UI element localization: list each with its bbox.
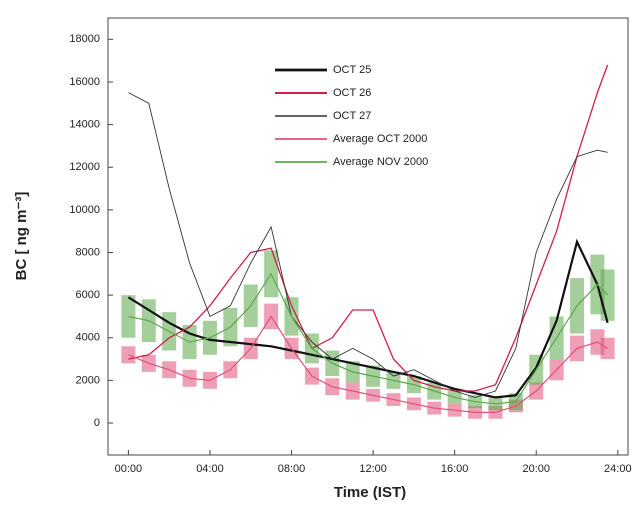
- x-tick-label: 24:00: [604, 463, 632, 475]
- y-tick-label: 14000: [69, 118, 100, 130]
- y-tick-label: 6000: [76, 289, 100, 301]
- y-axis-title: BC [ ng m⁻³]: [13, 192, 30, 281]
- legend-label: Average OCT 2000: [333, 133, 427, 145]
- x-tick-label: 20:00: [522, 463, 550, 475]
- x-tick-label: 04:00: [196, 463, 224, 475]
- series-line: [128, 92, 608, 398]
- y-tick-label: 18000: [69, 33, 100, 45]
- legend-label: Average NOV 2000: [333, 156, 428, 168]
- legend-label: OCT 25: [333, 64, 371, 76]
- series-line: [128, 64, 609, 392]
- y-tick-label: 16000: [69, 76, 100, 88]
- y-tick-label: 0: [94, 417, 100, 429]
- legend-label: OCT 26: [333, 87, 371, 99]
- x-axis-title: Time (IST): [334, 484, 406, 501]
- series-line: [127, 238, 609, 399]
- x-tick-label: 00:00: [115, 463, 143, 475]
- y-tick-label: 10000: [69, 204, 100, 216]
- x-tick-label: 16:00: [441, 463, 469, 475]
- y-tick-label: 2000: [76, 374, 100, 386]
- y-tick-label: 12000: [69, 161, 100, 173]
- x-tick-label: 08:00: [278, 463, 306, 475]
- y-tick-label: 8000: [76, 246, 100, 258]
- y-tick-label: 4000: [76, 332, 100, 344]
- plot-frame: [107, 17, 629, 456]
- legend-label: OCT 27: [333, 110, 371, 122]
- series-line: [128, 272, 609, 405]
- series-line: [128, 315, 608, 413]
- x-tick-label: 12:00: [359, 463, 387, 475]
